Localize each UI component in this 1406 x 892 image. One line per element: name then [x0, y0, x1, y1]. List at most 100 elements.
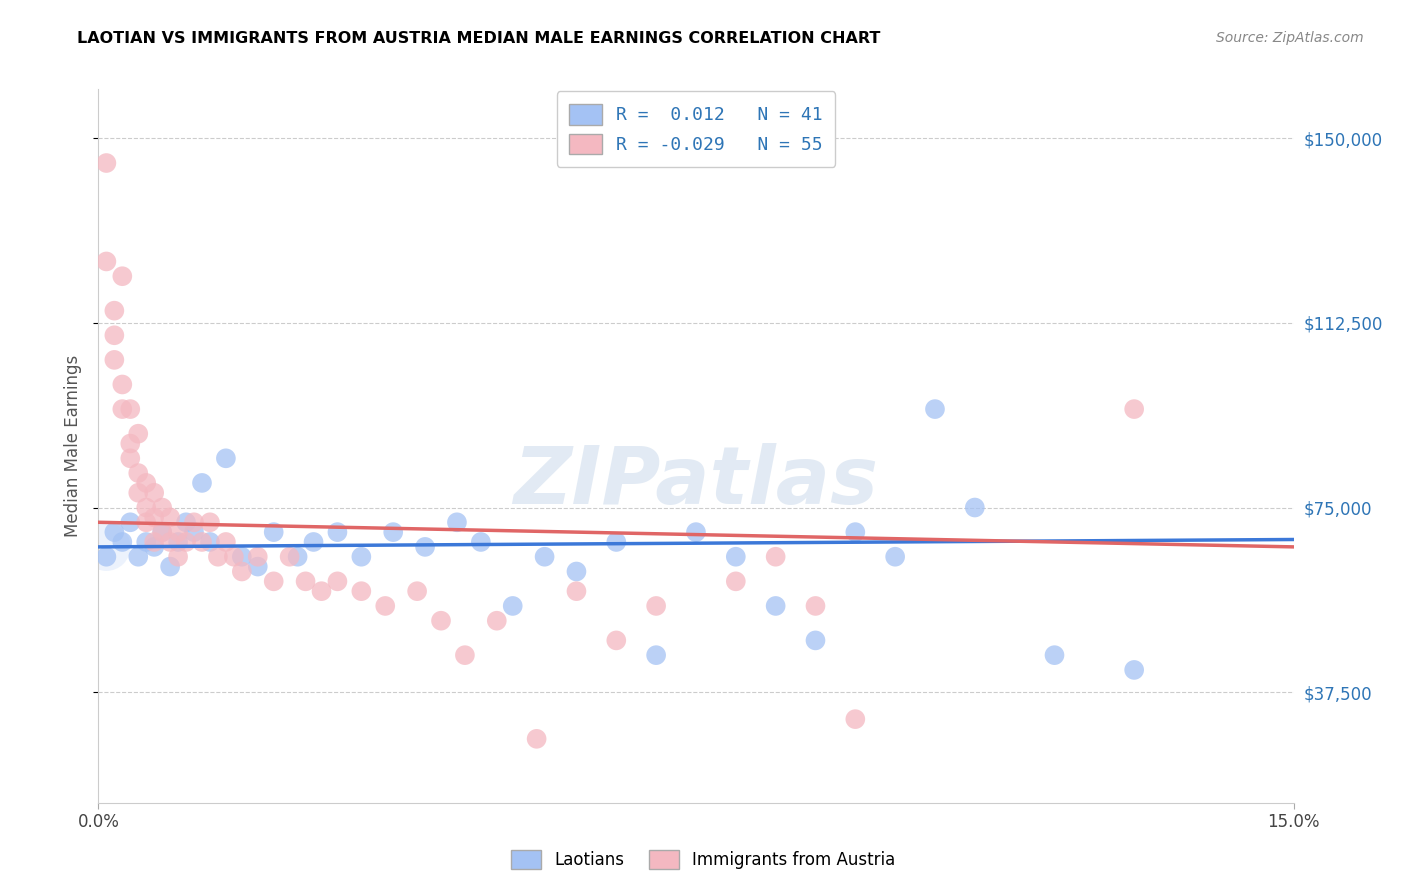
Point: [526, 731, 548, 746]
Y-axis label: Median Male Earnings: Median Male Earnings: [65, 355, 83, 537]
Point: [804, 633, 827, 648]
Point: [120, 436, 142, 450]
Point: [446, 516, 468, 530]
Point: [143, 485, 166, 500]
Text: Source: ZipAtlas.com: Source: ZipAtlas.com: [1216, 31, 1364, 45]
Point: [191, 535, 214, 549]
Point: [311, 584, 333, 599]
Point: [135, 475, 157, 490]
Point: [198, 516, 221, 530]
Point: [382, 525, 405, 540]
Point: [406, 584, 429, 599]
Point: [96, 540, 118, 554]
Point: [963, 500, 986, 515]
Point: [374, 599, 396, 613]
Point: [127, 485, 149, 500]
Point: [884, 549, 907, 564]
Point: [470, 535, 492, 549]
Point: [96, 254, 118, 268]
Point: [263, 525, 285, 540]
Point: [103, 328, 125, 343]
Point: [645, 648, 668, 662]
Point: [765, 549, 787, 564]
Legend: Laotians, Immigrants from Austria: Laotians, Immigrants from Austria: [501, 840, 905, 880]
Point: [533, 549, 555, 564]
Point: [103, 352, 125, 367]
Point: [183, 516, 205, 530]
Point: [167, 525, 190, 540]
Point: [1043, 648, 1066, 662]
Point: [120, 451, 142, 466]
Point: [1123, 402, 1146, 417]
Point: [159, 559, 181, 574]
Point: [294, 574, 316, 589]
Point: [127, 426, 149, 441]
Point: [231, 549, 253, 564]
Point: [222, 549, 245, 564]
Point: [127, 549, 149, 564]
Point: [844, 525, 866, 540]
Point: [207, 549, 229, 564]
Point: [413, 540, 436, 554]
Point: [302, 535, 325, 549]
Point: [350, 549, 373, 564]
Point: [174, 516, 197, 530]
Point: [174, 535, 197, 549]
Point: [96, 156, 118, 170]
Point: [135, 516, 157, 530]
Point: [685, 525, 707, 540]
Point: [287, 549, 309, 564]
Point: [246, 549, 269, 564]
Point: [135, 500, 157, 515]
Point: [645, 599, 668, 613]
Point: [502, 599, 524, 613]
Point: [120, 402, 142, 417]
Point: [127, 466, 149, 480]
Point: [183, 525, 205, 540]
Point: [326, 574, 349, 589]
Point: [215, 535, 238, 549]
Point: [430, 614, 453, 628]
Point: [765, 599, 787, 613]
Point: [231, 565, 253, 579]
Legend: R =  0.012   N = 41, R = -0.029   N = 55: R = 0.012 N = 41, R = -0.029 N = 55: [557, 91, 835, 167]
Point: [111, 402, 134, 417]
Point: [724, 549, 747, 564]
Point: [326, 525, 349, 540]
Point: [565, 565, 588, 579]
Point: [350, 584, 373, 599]
Point: [844, 712, 866, 726]
Point: [103, 525, 125, 540]
Point: [215, 451, 238, 466]
Point: [278, 549, 301, 564]
Point: [111, 269, 134, 284]
Point: [605, 535, 627, 549]
Point: [111, 377, 134, 392]
Point: [143, 510, 166, 524]
Point: [724, 574, 747, 589]
Text: LAOTIAN VS IMMIGRANTS FROM AUSTRIA MEDIAN MALE EARNINGS CORRELATION CHART: LAOTIAN VS IMMIGRANTS FROM AUSTRIA MEDIA…: [77, 31, 880, 46]
Point: [159, 535, 181, 549]
Point: [263, 574, 285, 589]
Point: [454, 648, 477, 662]
Point: [135, 535, 157, 549]
Point: [143, 535, 166, 549]
Point: [143, 540, 166, 554]
Point: [96, 549, 118, 564]
Point: [150, 525, 173, 540]
Point: [924, 402, 946, 417]
Point: [159, 510, 181, 524]
Point: [167, 549, 190, 564]
Point: [198, 535, 221, 549]
Text: ZIPatlas: ZIPatlas: [513, 442, 879, 521]
Point: [111, 535, 134, 549]
Point: [103, 303, 125, 318]
Point: [565, 584, 588, 599]
Point: [150, 500, 173, 515]
Point: [804, 599, 827, 613]
Point: [246, 559, 269, 574]
Point: [485, 614, 508, 628]
Point: [191, 475, 214, 490]
Point: [150, 525, 173, 540]
Point: [605, 633, 627, 648]
